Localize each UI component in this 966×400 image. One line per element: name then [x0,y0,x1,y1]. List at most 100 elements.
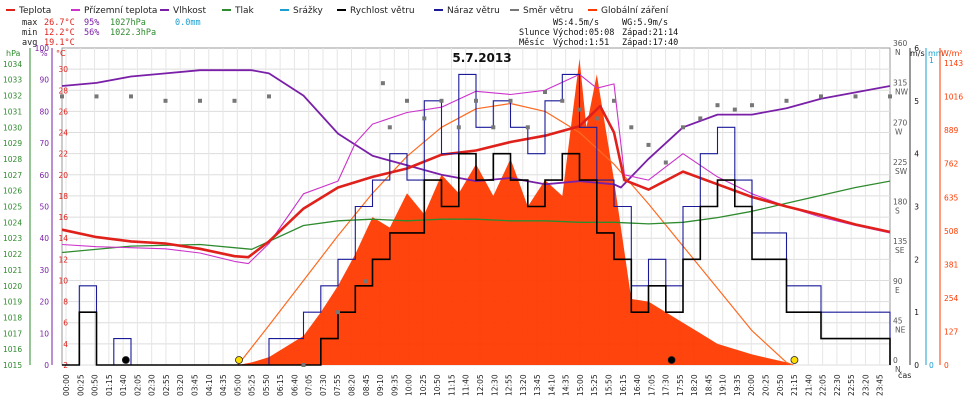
radiation-area [62,58,890,365]
time-tick-label: 00:25 [76,374,85,396]
direction-tick-label: 45 [893,316,903,325]
time-tick-label: 11:15 [447,374,456,396]
direction-tick-label: 90 [893,277,903,286]
moonrise-time: Východ:1:51 [553,38,609,48]
time-tick-label: 08:45 [362,374,371,396]
wind-direction-mark [560,98,565,103]
radiation-tick-label: 1143 [944,59,963,68]
time-tick-label: 12:30 [490,374,499,396]
temperature-tick-label: 18 [58,192,68,201]
wind-gust-stat: WG:5.9m/s [622,18,668,28]
wind-tick-label: 3 [914,203,919,212]
direction-tick-label: S [895,207,900,216]
direction-tick-label: 315 [893,79,908,88]
time-tick-label: 06:40 [290,374,299,396]
wind-direction-mark [474,98,478,103]
wind-direction-mark [525,125,530,130]
wind-direction-mark [784,98,789,103]
wind-axis-unit: m/s [910,49,925,58]
moonset-marker [667,356,676,364]
time-tick-label: 19:35 [733,374,742,396]
time-tick-label: 21:40 [804,374,813,396]
stat-value: avg [22,38,37,48]
legend-label: Směr větru [523,6,573,16]
temperature-tick-label: 28 [58,86,68,95]
pressure-tick-label: 1028 [3,155,22,164]
radiation-tick-label: 889 [944,126,959,135]
pressure-line [61,180,891,254]
time-tick-label: 14:35 [562,374,571,396]
wind-direction-mark [363,279,368,284]
direction-tick-label: 0 [893,356,898,365]
wind-direction-mark [681,125,685,130]
direction-tick-label: 360 [893,39,908,48]
temperature-tick-label: 26 [58,107,68,116]
radiation-axis-unit: W/m² [941,49,963,58]
pressure-tick-label: 1017 [3,329,22,338]
wind-direction-mark [715,103,720,108]
time-tick-label: 01:40 [119,374,128,396]
time-tick-label: 04:35 [219,374,228,396]
stat-value: 26.7°C [44,18,75,28]
time-tick-label: 22:55 [847,374,856,396]
time-tick-label: 05:25 [248,374,257,396]
pressure-tick-label: 1031 [3,107,22,116]
wind-direction-mark [439,98,444,103]
pressure-tick-label: 1020 [3,282,22,291]
stat-value: min [22,28,37,38]
direction-tick-label: W [895,127,903,136]
wind-direction-mark [629,125,634,130]
temperature-tick-label: 4 [63,340,68,349]
time-tick-label: 14:10 [547,374,556,396]
temperature-tick-label: 12 [58,255,68,264]
direction-tick-label: 180 [893,198,908,207]
humidity-tick-label: 20 [39,298,49,307]
wind-direction-mark [698,116,703,121]
time-tick-label: 10:25 [419,374,428,396]
rain-tick-label: 1 [929,56,934,65]
radiation-tick-label: 127 [944,327,959,336]
wind-direction-mark [198,98,202,103]
pressure-tick-label: 1024 [3,218,22,227]
legend-label: Rychlost větru [350,6,415,16]
legend-label: Přízemní teplota [84,6,157,16]
pressure-tick-label: 1023 [3,234,22,243]
temperature-tick-label: 14 [58,234,68,243]
pressure-tick-label: 1015 [3,361,22,370]
wind-direction-mark [853,94,858,99]
time-tick-label: 16:40 [633,374,642,396]
pressure-tick-label: 1022 [3,250,22,259]
stat-value: 0.0mm [175,18,201,28]
stat-value: 1027hPa [110,18,146,28]
time-tick-label: 13:45 [533,374,542,396]
time-tick-label: 17:30 [662,374,671,396]
direction-tick-label: N [895,48,901,57]
time-tick-label: 00:50 [91,374,100,396]
sun-label: Slunce [519,28,550,38]
direction-tick-label: SE [895,246,905,255]
wind-tick-label: 5 [914,97,919,106]
wind-direction-mark [387,125,392,130]
temperature-tick-label: 16 [58,213,68,222]
time-tick-label: 22:30 [833,374,842,396]
humidity-tick-label: 40 [39,234,49,243]
time-tick-label: 13:20 [519,374,528,396]
pressure-axis-unit: hPa [6,49,21,58]
time-tick-label: 18:20 [690,374,699,396]
humidity-tick-label: 0 [44,361,49,370]
pressure-tick-label: 1033 [3,76,22,85]
wind-direction-mark [94,94,99,99]
wind-tick-label: 1 [914,308,919,317]
time-tick-label: 15:50 [604,374,613,396]
statistics-block: max 26.7°C 95% 1027hPa 0.0mm min 12.2°C 56% 1022… [22,18,678,48]
wind-direction-mark [543,90,547,94]
wind-direction-mark [129,94,133,99]
humidity-tick-label: 90 [39,76,49,85]
humidity-tick-label: 100 [35,44,50,53]
time-tick-label: 07:30 [319,374,328,396]
direction-tick-label: E [895,286,900,295]
wind-direction-mark [594,116,599,121]
radiation-tick-label: 635 [944,193,959,202]
wind-direction-mark [819,94,823,99]
time-tick-label: 02:55 [162,374,171,396]
